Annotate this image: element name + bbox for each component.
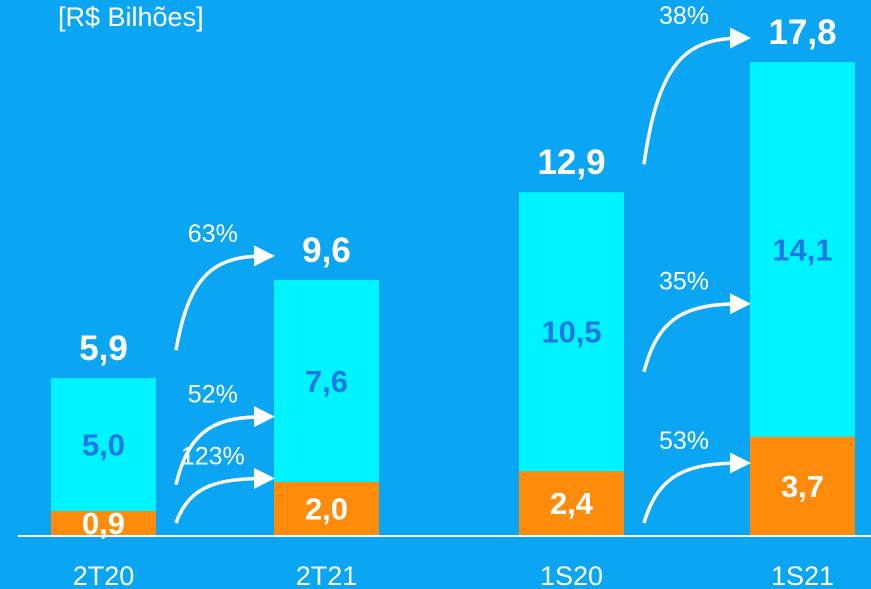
total-label-1S21: 17,8 bbox=[768, 13, 836, 52]
unit-label: [R$ Bilhões] bbox=[58, 2, 204, 32]
growth-arrow-bottom-1S21 bbox=[642, 452, 751, 524]
total-label-1S20: 12,9 bbox=[537, 143, 605, 182]
total-label-2T20: 5,9 bbox=[79, 329, 128, 368]
x-tick-label-1S21: 1S21 bbox=[771, 561, 834, 589]
bar-top-label-2T21: 7,6 bbox=[305, 364, 348, 399]
bar-bottom-2T21 bbox=[274, 481, 379, 535]
growth-arrow-bottom-2T21 bbox=[174, 467, 275, 524]
x-tick-label-2T21: 2T21 bbox=[296, 561, 358, 589]
bar-bottom-2T20 bbox=[51, 511, 156, 535]
growth-label-top-1S21: 35% bbox=[659, 268, 709, 296]
bar-top-2T20 bbox=[51, 378, 156, 512]
bar-top-label-1S20: 10,5 bbox=[541, 315, 601, 350]
bar-top-1S21 bbox=[750, 62, 855, 437]
growth-label-top-2T21: 52% bbox=[188, 381, 238, 409]
growth-label-bottom-1S21: 53% bbox=[659, 427, 709, 455]
x-tick-label-1S20: 1S20 bbox=[540, 561, 603, 589]
x-tick-label-2T20: 2T20 bbox=[73, 561, 135, 589]
growth-arrow-total-2T21 bbox=[174, 245, 275, 351]
growth-label-total-1S21: 38% bbox=[659, 2, 709, 30]
bar-top-1S20 bbox=[519, 192, 624, 472]
bar-top-label-2T20: 5,0 bbox=[82, 428, 125, 463]
bar-bottom-label-2T21: 2,0 bbox=[305, 491, 348, 526]
bar-bottom-1S20 bbox=[519, 471, 624, 535]
total-label-2T21: 9,6 bbox=[302, 231, 351, 270]
bar-top-label-1S21: 14,1 bbox=[772, 232, 832, 267]
bar-bottom-1S21 bbox=[750, 436, 855, 535]
growth-arrow-total-1S21 bbox=[642, 27, 751, 165]
bar-top-2T21 bbox=[274, 279, 379, 482]
bar-bottom-label-1S20: 2,4 bbox=[550, 486, 594, 521]
growth-label-total-2T21: 63% bbox=[188, 220, 238, 248]
bar-bottom-label-1S21: 3,7 bbox=[781, 469, 824, 504]
growth-arrow-top-1S21 bbox=[642, 293, 751, 373]
growth-arrow-top-2T21 bbox=[174, 406, 275, 486]
